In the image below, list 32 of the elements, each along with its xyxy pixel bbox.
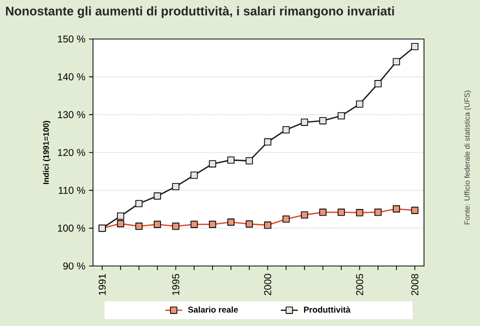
point (300, 118, 308, 126)
x-tick-label: 1995 (172, 274, 180, 295)
point (116, 212, 124, 220)
point (338, 112, 345, 120)
x-tick-label: 1991 (98, 274, 106, 295)
point (172, 182, 180, 190)
point (246, 157, 253, 164)
legend-label: Produttività (304, 306, 351, 313)
x-tick-label: 2005 (356, 274, 364, 296)
y-tick-label: 150 % (58, 35, 86, 43)
x-tick-label: 2008 (411, 274, 418, 296)
y-tick-label: 100 % (58, 224, 86, 232)
point (356, 100, 364, 108)
y-tick-label: 140 % (58, 73, 86, 80)
point (392, 58, 400, 66)
point (411, 42, 418, 50)
point (264, 138, 272, 146)
y-tick-label: 90 % (63, 262, 86, 270)
point (208, 160, 216, 168)
point (135, 200, 143, 208)
point (227, 156, 235, 164)
legend-label: Salario reale (188, 306, 238, 313)
point (154, 192, 161, 200)
point (282, 126, 290, 134)
point (374, 80, 382, 88)
point (319, 117, 326, 124)
chart-title: Nonostante gli aumenti di produttività, i salari rimangono invariati (6, 6, 394, 18)
point (190, 172, 198, 179)
y-tick-label: 120 % (58, 148, 86, 156)
y-tick-label: 110 % (58, 186, 86, 194)
y-tick-label: 130 % (58, 111, 86, 118)
x-tick-label: 2000 (264, 274, 272, 296)
